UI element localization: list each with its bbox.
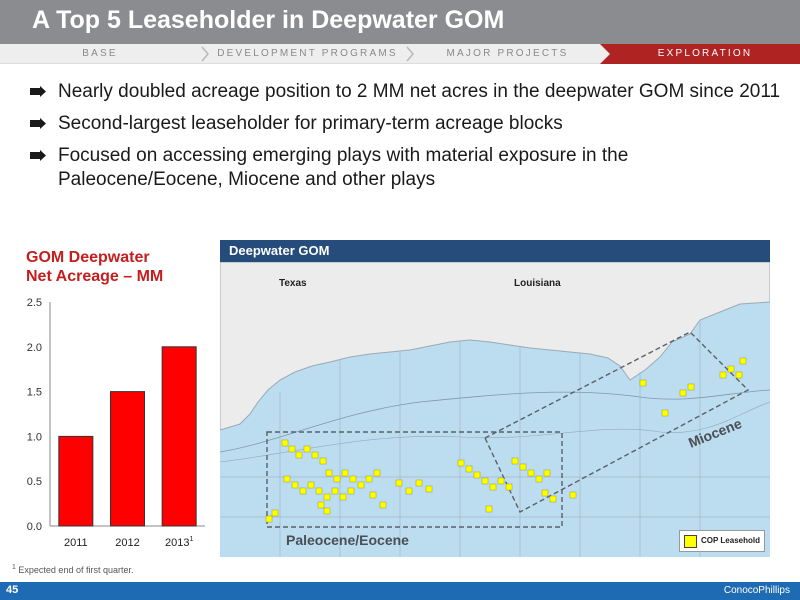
bullet-item: Nearly doubled acreage position to 2 MM … bbox=[30, 80, 790, 104]
miocene-zone bbox=[484, 331, 750, 513]
y-tick-label: 0.5 bbox=[27, 476, 42, 488]
x-tick-label: 2011 bbox=[64, 537, 88, 549]
y-tick-label: 1.0 bbox=[27, 431, 42, 443]
x-tick-label: 2012 bbox=[115, 537, 139, 549]
bullet-item: Focused on accessing emerging plays with… bbox=[30, 144, 790, 192]
bar bbox=[110, 391, 145, 527]
chart-title-line2: Net Acreage – MM bbox=[26, 268, 164, 285]
state-label-texas: Texas bbox=[279, 278, 307, 289]
section-nav: BASE DEVELOPMENT PROGRAMS MAJOR PROJECTS… bbox=[0, 44, 800, 64]
nav-item-exploration[interactable]: EXPLORATION bbox=[610, 44, 800, 64]
y-tick-label: 0.0 bbox=[27, 521, 42, 533]
x-tick-superscript: 1 bbox=[189, 536, 193, 543]
x-tick-label: 20131 bbox=[165, 536, 193, 549]
page-number: 45 bbox=[6, 584, 19, 596]
footnote: 1 Expected end of first quarter. bbox=[12, 564, 133, 575]
zone-label-paleocene-eocene: Paleocene/Eocene bbox=[286, 532, 409, 548]
title-bar: A Top 5 Leaseholder in Deepwater GOM bbox=[0, 0, 800, 44]
bullet-list: Nearly doubled acreage position to 2 MM … bbox=[30, 80, 790, 200]
bullet-text: Focused on accessing emerging plays with… bbox=[58, 145, 629, 190]
legend-swatch bbox=[684, 535, 697, 548]
bar bbox=[58, 435, 94, 527]
legend-label: COP Leasehold bbox=[701, 536, 760, 545]
y-tick-label: 2.5 bbox=[27, 297, 42, 309]
bullet-text: Nearly doubled acreage position to 2 MM … bbox=[58, 81, 781, 102]
footnote-text: Expected end of first quarter. bbox=[15, 565, 134, 575]
map-panel: Deepwater GOM bbox=[220, 240, 770, 557]
paleocene-eocene-zone bbox=[266, 431, 563, 528]
nav-item-major-projects[interactable]: MAJOR PROJECTS bbox=[446, 48, 569, 59]
coastline-land bbox=[220, 262, 770, 431]
bullet-text: Second-largest leaseholder for primary-t… bbox=[58, 113, 563, 134]
map-title: Deepwater GOM bbox=[229, 243, 330, 258]
footnote-mark: 1 bbox=[12, 564, 16, 571]
y-tick-label: 2.0 bbox=[27, 342, 42, 354]
bullet-item: Second-largest leaseholder for primary-t… bbox=[30, 112, 790, 136]
nav-item-base[interactable]: BASE bbox=[82, 48, 118, 59]
shelf-line bbox=[220, 389, 770, 453]
chart-title: GOM Deepwater Net Acreage – MM bbox=[26, 248, 163, 286]
arrow-bullet-icon bbox=[30, 150, 46, 161]
arrow-bullet-icon bbox=[30, 86, 46, 97]
y-tick-label: 1.5 bbox=[27, 387, 42, 399]
gulf-map bbox=[220, 262, 770, 557]
chevron-right-icon bbox=[406, 46, 414, 62]
acreage-bar-chart: 0.0 0.5 1.0 1.5 2.0 2.5 2011 2012 20131 bbox=[27, 297, 205, 549]
chart-title-line1: GOM Deepwater bbox=[26, 249, 150, 266]
slope-line bbox=[220, 401, 770, 463]
map-legend: COP Leasehold bbox=[679, 530, 765, 552]
arrow-bullet-icon bbox=[30, 118, 46, 129]
slide-title: A Top 5 Leaseholder in Deepwater GOM bbox=[32, 6, 505, 34]
nav-item-development-programs[interactable]: DEVELOPMENT PROGRAMS bbox=[217, 48, 398, 59]
state-label-louisiana: Louisiana bbox=[514, 278, 561, 289]
chevron-right-icon bbox=[201, 46, 209, 62]
footer-bar: 45 ConocoPhillips bbox=[0, 582, 800, 600]
lease-block-grid bbox=[220, 322, 770, 557]
bar bbox=[161, 346, 197, 527]
map-header: Deepwater GOM bbox=[220, 240, 770, 262]
chevron-active-icon bbox=[600, 44, 610, 64]
company-logo: ConocoPhillips bbox=[723, 585, 790, 596]
lease-blocks bbox=[265, 357, 747, 523]
